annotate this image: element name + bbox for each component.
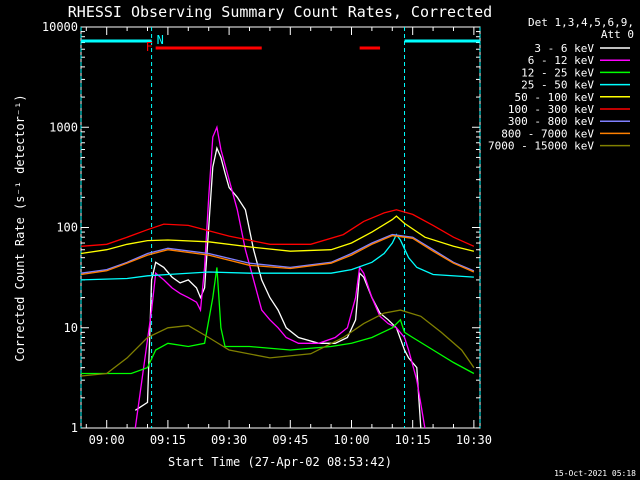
x-tick-label: 09:00 [89, 433, 125, 447]
x-tick-label: 09:15 [150, 433, 186, 447]
night-flag-label: N [157, 33, 164, 47]
y-tick-label: 10000 [42, 20, 78, 34]
series-lines [80, 125, 475, 429]
x-tick-label: 10:00 [333, 433, 369, 447]
series-line [80, 215, 475, 255]
legend-header-line1: Det 1,3,4,5,6,9, [528, 16, 634, 29]
series-line [80, 234, 475, 276]
x-tick-label: 09:30 [211, 433, 247, 447]
y-tick-label: 1 [71, 421, 78, 435]
legend-entry-label: 300 - 800 keV [508, 115, 594, 128]
y-tick-labels: 1 10 100 1000 10000 [42, 20, 78, 435]
y-tick-label: 100 [56, 221, 78, 235]
legend-entry-label: 6 - 12 keV [528, 54, 595, 67]
y-tick-label: 10 [64, 321, 78, 335]
series-line [80, 233, 474, 281]
x-axis-label: Start Time (27-Apr-02 08:53:42) [168, 455, 392, 469]
legend-entry-label: 800 - 7000 keV [501, 127, 594, 140]
y-axis-label: Corrected Count Rate (s⁻¹ detector⁻¹) [13, 94, 27, 361]
legend-entry-label: 100 - 300 keV [508, 103, 594, 116]
series-line [81, 267, 475, 375]
legend-entry-label: 25 - 50 keV [521, 79, 594, 92]
legend-entry-label: 3 - 6 keV [534, 42, 594, 55]
x-tick-label: 10:15 [395, 433, 431, 447]
legend-entry-label: 50 - 100 keV [515, 91, 595, 104]
axis-ticks [81, 26, 480, 429]
y-tick-label: 1000 [49, 120, 78, 134]
x-tick-labels: 09:00 09:15 09:30 09:45 10:00 10:15 10:30 [89, 433, 492, 447]
legend-header-line2: Att 0 [601, 28, 634, 41]
series-line [80, 209, 475, 247]
plot-frame [80, 26, 481, 429]
x-tick-label: 10:30 [456, 433, 492, 447]
x-tick-label: 09:45 [272, 433, 308, 447]
series-line [134, 125, 426, 429]
chart-title: RHESSI Observing Summary Count Rates, Co… [68, 3, 492, 21]
flare-flag-label: F [146, 40, 153, 54]
series-line [80, 309, 475, 377]
legend-entry-label: 7000 - 15000 keV [488, 140, 594, 153]
legend-entry-label: 12 - 25 keV [521, 66, 594, 79]
footer-stamp: 15-Oct-2021 05:18 [554, 469, 636, 478]
series-line [80, 233, 475, 274]
series-line [134, 145, 422, 429]
